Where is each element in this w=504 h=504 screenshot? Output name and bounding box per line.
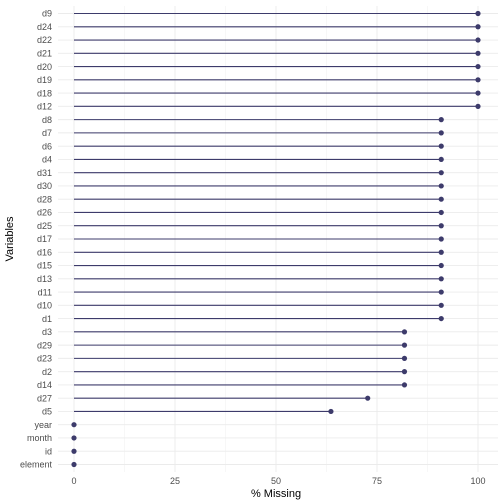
y-tick-label: d7 [42, 128, 52, 138]
lollipop-point-d30 [439, 183, 444, 188]
lollipop-point-d31 [439, 170, 444, 175]
y-tick-label: d1 [42, 314, 52, 324]
y-tick-label: d3 [42, 327, 52, 337]
lollipop-point-d2 [402, 369, 407, 374]
y-tick-label: d27 [37, 393, 52, 403]
y-tick-label: d19 [37, 75, 52, 85]
y-tick-label: d13 [37, 274, 52, 284]
lollipop-point-d17 [439, 236, 444, 241]
x-tick-label: 25 [170, 476, 180, 486]
lollipop-point-d16 [439, 250, 444, 255]
lollipop-point-year [71, 422, 76, 427]
y-tick-label: d20 [37, 62, 52, 72]
y-tick-label: d23 [37, 354, 52, 364]
lollipop-point-d25 [439, 223, 444, 228]
y-tick-label: d18 [37, 88, 52, 98]
y-tick-label: d16 [37, 247, 52, 257]
x-tick-label: 0 [71, 476, 76, 486]
y-tick-label: d15 [37, 261, 52, 271]
y-tick-label: d8 [42, 115, 52, 125]
x-tick-labels: 0 25 50 75 100 [71, 476, 485, 486]
lollipop-point-element [71, 462, 76, 467]
lollipop-point-d10 [439, 303, 444, 308]
y-tick-label: d6 [42, 141, 52, 151]
y-tick-label: d12 [37, 102, 52, 112]
lollipop-point-d6 [439, 144, 444, 149]
y-tick-label: id [45, 446, 52, 456]
y-tick-label: d14 [37, 380, 52, 390]
x-tick-label: 100 [470, 476, 485, 486]
lollipop-point-d11 [439, 289, 444, 294]
y-tick-label: d22 [37, 35, 52, 45]
lollipop-point-d13 [439, 276, 444, 281]
lollipop-point-d3 [402, 329, 407, 334]
lollipop-point-d29 [402, 343, 407, 348]
lollipop-point-d24 [475, 24, 480, 29]
y-tick-label: d17 [37, 234, 52, 244]
y-tick-label: d5 [42, 407, 52, 417]
y-tick-label: d21 [37, 48, 52, 58]
y-tick-label: d4 [42, 155, 52, 165]
lollipop-point-month [71, 435, 76, 440]
lollipop-point-d28 [439, 197, 444, 202]
y-tick-label: year [34, 420, 52, 430]
lollipop-point-id [71, 449, 76, 454]
lollipop-point-d14 [402, 382, 407, 387]
y-tick-label: d29 [37, 340, 52, 350]
lollipop-point-d12 [475, 104, 480, 109]
lollipop-point-d15 [439, 263, 444, 268]
y-tick-label: d2 [42, 367, 52, 377]
lollipop-point-d27 [365, 396, 370, 401]
x-tick-label: 50 [271, 476, 281, 486]
lollipop-point-d20 [475, 64, 480, 69]
lollipop-point-d5 [328, 409, 333, 414]
y-tick-label: d31 [37, 168, 52, 178]
y-tick-label: d9 [42, 9, 52, 19]
y-tick-label: month [27, 433, 52, 443]
lollipop-point-d4 [439, 157, 444, 162]
lollipop-point-d21 [475, 51, 480, 56]
lollipop-point-d7 [439, 130, 444, 135]
lollipop-point-d26 [439, 210, 444, 215]
lollipop-point-d22 [475, 37, 480, 42]
y-tick-label: d25 [37, 221, 52, 231]
marks [71, 11, 480, 467]
lollipop-point-d19 [475, 77, 480, 82]
y-tick-label: d24 [37, 22, 52, 32]
y-tick-label: d28 [37, 194, 52, 204]
y-tick-label: d26 [37, 208, 52, 218]
lollipop-point-d8 [439, 117, 444, 122]
y-tick-label: d10 [37, 301, 52, 311]
x-axis-title: % Missing [251, 488, 301, 500]
lollipop-point-d1 [439, 316, 444, 321]
lollipop-point-d23 [402, 356, 407, 361]
y-tick-label: element [20, 460, 53, 470]
lollipop-point-d9 [475, 11, 480, 16]
x-tick-label: 75 [372, 476, 382, 486]
lollipop-point-d18 [475, 90, 480, 95]
y-tick-label: d30 [37, 181, 52, 191]
y-axis-title: Variables [4, 216, 16, 262]
y-tick-labels: d9 d24 d22 d21 d20 d19 d18 d12 d8 d7 d6 d4 d31 d30 d28… [20, 9, 53, 470]
y-tick-label: d11 [38, 287, 52, 297]
